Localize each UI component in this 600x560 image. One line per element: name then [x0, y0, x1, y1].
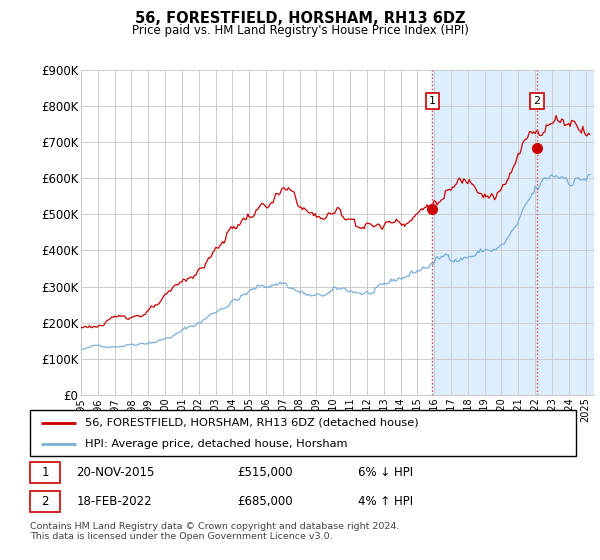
Text: 1: 1 — [429, 96, 436, 106]
Text: Price paid vs. HM Land Registry's House Price Index (HPI): Price paid vs. HM Land Registry's House … — [131, 24, 469, 36]
Text: £685,000: £685,000 — [238, 495, 293, 508]
Text: 4% ↑ HPI: 4% ↑ HPI — [358, 495, 413, 508]
Text: 1: 1 — [41, 466, 49, 479]
Text: Contains HM Land Registry data © Crown copyright and database right 2024.
This d: Contains HM Land Registry data © Crown c… — [30, 522, 400, 542]
Text: 20-NOV-2015: 20-NOV-2015 — [76, 466, 155, 479]
Text: 2: 2 — [533, 96, 541, 106]
Bar — [30, 462, 60, 483]
Bar — [433, 70, 594, 395]
Text: £515,000: £515,000 — [238, 466, 293, 479]
Text: HPI: Average price, detached house, Horsham: HPI: Average price, detached house, Hors… — [85, 439, 347, 449]
Text: 56, FORESTFIELD, HORSHAM, RH13 6DZ: 56, FORESTFIELD, HORSHAM, RH13 6DZ — [135, 11, 465, 26]
Text: 18-FEB-2022: 18-FEB-2022 — [76, 495, 152, 508]
Text: 56, FORESTFIELD, HORSHAM, RH13 6DZ (detached house): 56, FORESTFIELD, HORSHAM, RH13 6DZ (deta… — [85, 418, 418, 428]
Text: 2: 2 — [41, 495, 49, 508]
Text: 6% ↓ HPI: 6% ↓ HPI — [358, 466, 413, 479]
Bar — [30, 491, 60, 512]
